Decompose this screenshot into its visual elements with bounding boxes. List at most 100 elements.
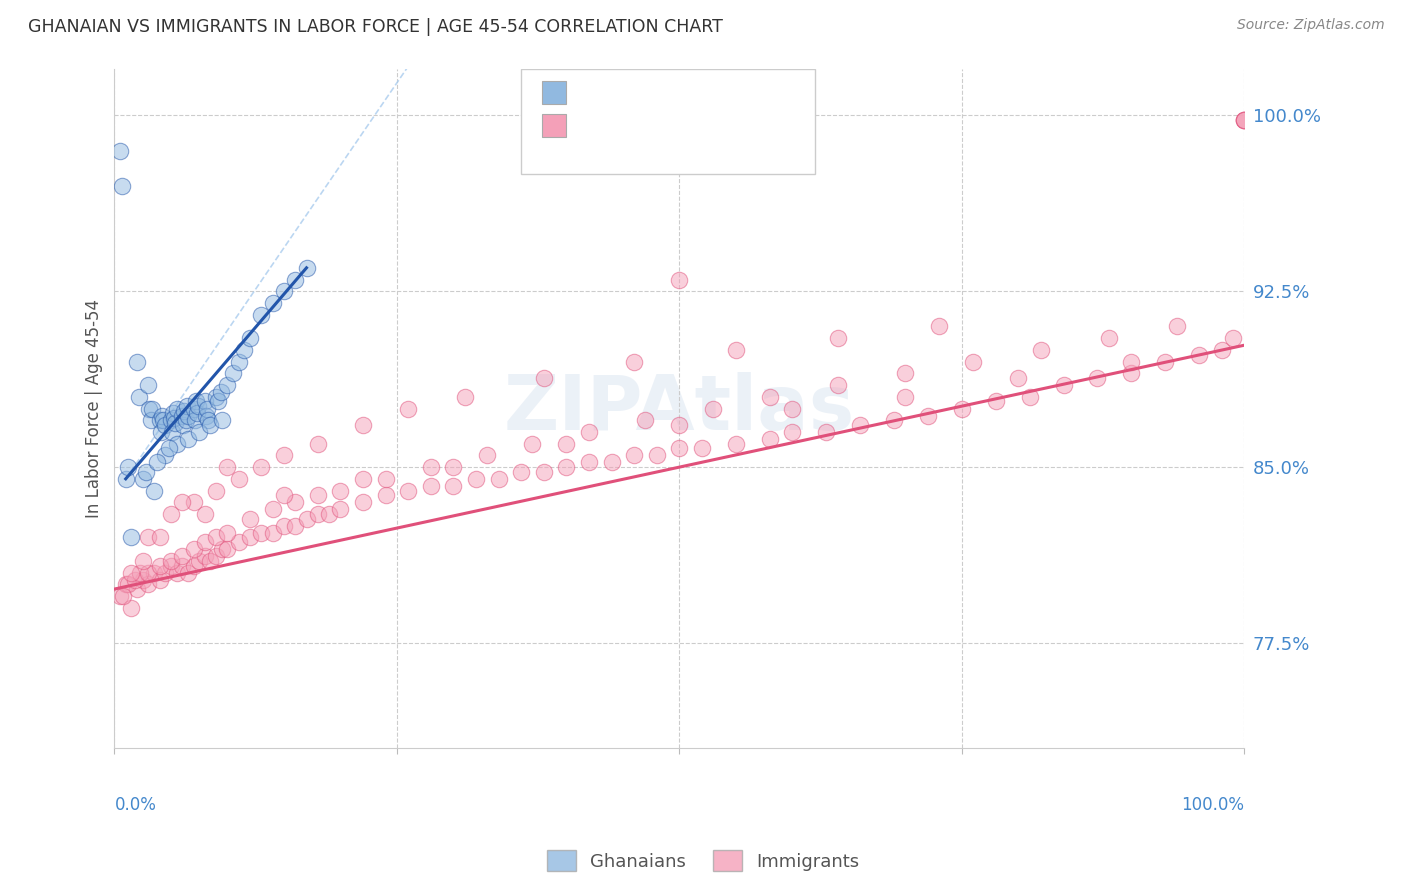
Point: [217, 542, 239, 557]
Point: [194, 394, 217, 409]
Text: ZIPAtlas: ZIPAtlas: [503, 371, 855, 445]
Point: [1121, 367, 1143, 381]
Point: [131, 554, 153, 568]
Point: [155, 417, 177, 432]
Point: [155, 449, 177, 463]
Point: [217, 460, 239, 475]
Point: [623, 449, 645, 463]
Point: [759, 432, 782, 446]
Point: [125, 354, 148, 368]
Point: [623, 354, 645, 368]
Point: [194, 507, 217, 521]
Point: [239, 531, 262, 545]
Point: [522, 436, 544, 450]
Point: [1098, 331, 1121, 345]
Point: [114, 577, 136, 591]
Point: [136, 566, 159, 580]
Point: [1222, 331, 1244, 345]
Point: [228, 535, 250, 549]
Text: R = 0.602: R = 0.602: [578, 124, 668, 143]
Point: [117, 577, 139, 591]
Point: [188, 554, 211, 568]
Point: [1052, 378, 1074, 392]
Point: [152, 413, 174, 427]
Point: [149, 531, 172, 545]
Point: [307, 507, 329, 521]
Point: [108, 589, 131, 603]
Point: [273, 518, 295, 533]
Point: [782, 425, 804, 439]
Point: [183, 413, 205, 427]
Point: [163, 410, 186, 425]
Point: [131, 573, 153, 587]
Point: [135, 465, 157, 479]
Text: N = 151: N = 151: [707, 124, 782, 143]
Point: [634, 413, 657, 427]
Point: [172, 409, 194, 423]
Point: [150, 409, 173, 423]
Text: 100.0%: 100.0%: [1181, 796, 1244, 814]
Point: [149, 558, 172, 573]
Point: [120, 600, 142, 615]
Point: [112, 589, 135, 603]
Point: [120, 531, 142, 545]
Point: [205, 531, 228, 545]
Point: [186, 406, 208, 420]
Point: [166, 566, 188, 580]
Point: [176, 399, 198, 413]
Point: [329, 502, 352, 516]
Point: [172, 417, 194, 432]
Point: [160, 413, 183, 427]
Point: [160, 558, 183, 573]
Point: [477, 449, 499, 463]
Point: [1233, 113, 1256, 128]
Point: [250, 525, 273, 540]
Point: [173, 404, 195, 418]
Point: [172, 558, 194, 573]
Point: [188, 425, 211, 439]
Point: [131, 472, 153, 486]
Point: [1166, 319, 1188, 334]
Point: [262, 296, 284, 310]
Point: [174, 413, 197, 427]
Point: [114, 472, 136, 486]
Point: [217, 378, 239, 392]
Legend: Ghanaians, Immigrants: Ghanaians, Immigrants: [540, 843, 866, 879]
Point: [284, 518, 307, 533]
Point: [139, 413, 162, 427]
Point: [284, 272, 307, 286]
Point: [600, 455, 623, 469]
Point: [172, 495, 194, 509]
Point: [724, 436, 747, 450]
Point: [578, 455, 600, 469]
Point: [984, 394, 1007, 409]
Point: [211, 542, 233, 557]
Point: [273, 449, 295, 463]
Text: GHANAIAN VS IMMIGRANTS IN LABOR FORCE | AGE 45-54 CORRELATION CHART: GHANAIAN VS IMMIGRANTS IN LABOR FORCE | …: [28, 18, 723, 36]
Point: [136, 531, 159, 545]
Point: [962, 354, 984, 368]
Point: [228, 354, 250, 368]
Point: [108, 144, 131, 158]
Point: [205, 549, 228, 564]
Point: [318, 507, 340, 521]
Point: [419, 479, 441, 493]
Text: N =  82: N = 82: [707, 92, 776, 111]
Point: [197, 413, 219, 427]
Point: [419, 460, 441, 475]
Point: [1007, 371, 1029, 385]
Point: [645, 449, 668, 463]
Point: [209, 385, 232, 400]
Point: [166, 436, 188, 450]
Point: [374, 472, 396, 486]
Point: [183, 495, 205, 509]
Point: [160, 554, 183, 568]
Point: [815, 425, 838, 439]
Point: [177, 432, 200, 446]
Point: [1029, 343, 1052, 357]
Point: [124, 573, 146, 587]
Point: [1233, 113, 1256, 128]
Point: [120, 566, 142, 580]
Point: [143, 483, 166, 498]
Point: [782, 401, 804, 416]
